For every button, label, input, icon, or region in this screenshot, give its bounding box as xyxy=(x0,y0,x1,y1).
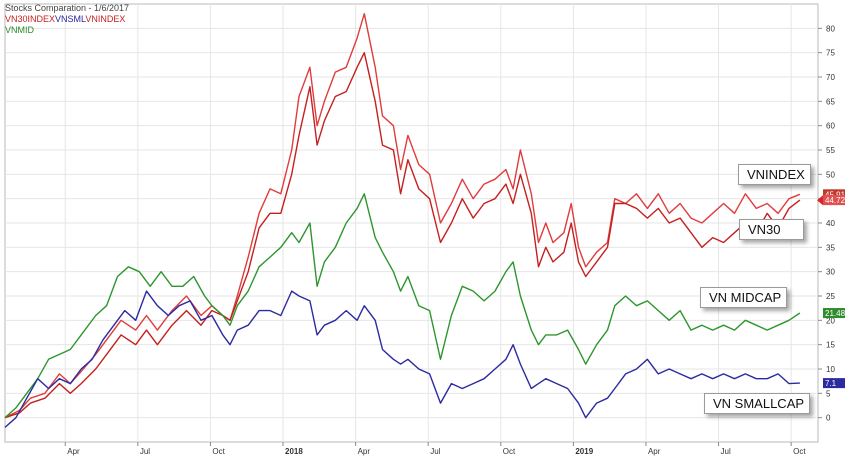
x-tick-label: Apr xyxy=(358,447,371,456)
last-value-badge xyxy=(823,195,845,206)
legend-row-1: VN30INDEXVNSMLVNINDEX xyxy=(5,14,129,25)
y-tick-label: 60 xyxy=(826,122,835,131)
last-value-badge xyxy=(823,378,845,389)
series-line-vn30 xyxy=(4,52,801,419)
y-tick-label: 70 xyxy=(826,73,835,82)
x-tick-label: Jul xyxy=(721,447,731,456)
y-tick-label: 40 xyxy=(826,219,835,228)
x-tick-label: Apr xyxy=(648,447,661,456)
last-value-label: 45.91 xyxy=(825,190,846,199)
y-tick-label: 55 xyxy=(826,146,835,155)
tag-smallcap: VN SMALLCAP xyxy=(704,393,811,414)
y-tick-label: 35 xyxy=(826,243,835,252)
x-tick-label: Oct xyxy=(793,447,806,456)
last-value-badge xyxy=(823,189,845,200)
y-tick-label: 20 xyxy=(826,316,835,325)
x-tick-label: Oct xyxy=(503,447,516,456)
y-tick-label: 75 xyxy=(826,49,835,58)
alert-arrow-icon xyxy=(817,195,823,206)
last-value-label: 21.48 xyxy=(825,309,846,318)
chart-title: Stocks Comparation - 1/6/2017 xyxy=(5,3,130,13)
tag-vnindex: VNINDEX xyxy=(738,164,811,185)
y-tick-label: 0 xyxy=(826,414,831,423)
last-value-label: 7.1 xyxy=(825,379,837,388)
legend-vnindex: VNINDEX xyxy=(85,14,126,24)
tag-vn30: VN30 xyxy=(739,219,804,240)
x-tick-label: 2019 xyxy=(575,447,593,456)
y-tick-label: 15 xyxy=(826,341,835,350)
x-tick-label: 2018 xyxy=(285,447,303,456)
last-value-badge xyxy=(823,308,845,319)
y-tick-label: 10 xyxy=(826,365,835,374)
x-tick-label: Oct xyxy=(212,447,225,456)
legend-vn30: VN30INDEX xyxy=(5,14,56,24)
y-tick-label: 30 xyxy=(826,268,835,277)
tag-midcap: VN MIDCAP xyxy=(700,287,788,308)
x-tick-label: Jul xyxy=(140,447,150,456)
legend-smallcap: VNSML xyxy=(55,14,86,24)
chart-legend: Stocks Comparation - 1/6/2017 VN30INDEXV… xyxy=(5,3,129,36)
legend-midcap: VNMID xyxy=(5,25,34,35)
series-line-vnindex xyxy=(4,13,801,419)
last-value-label: 44.72 xyxy=(825,196,846,205)
x-tick-label: Jul xyxy=(430,447,440,456)
series-line-smallcap xyxy=(4,290,800,428)
y-tick-label: 5 xyxy=(826,389,831,398)
y-tick-label: 25 xyxy=(826,292,835,301)
y-tick-label: 80 xyxy=(826,24,835,33)
y-tick-label: 65 xyxy=(826,97,835,106)
x-tick-label: Apr xyxy=(67,447,80,456)
y-tick-label: 50 xyxy=(826,170,835,179)
series-line-midcap xyxy=(4,193,801,419)
